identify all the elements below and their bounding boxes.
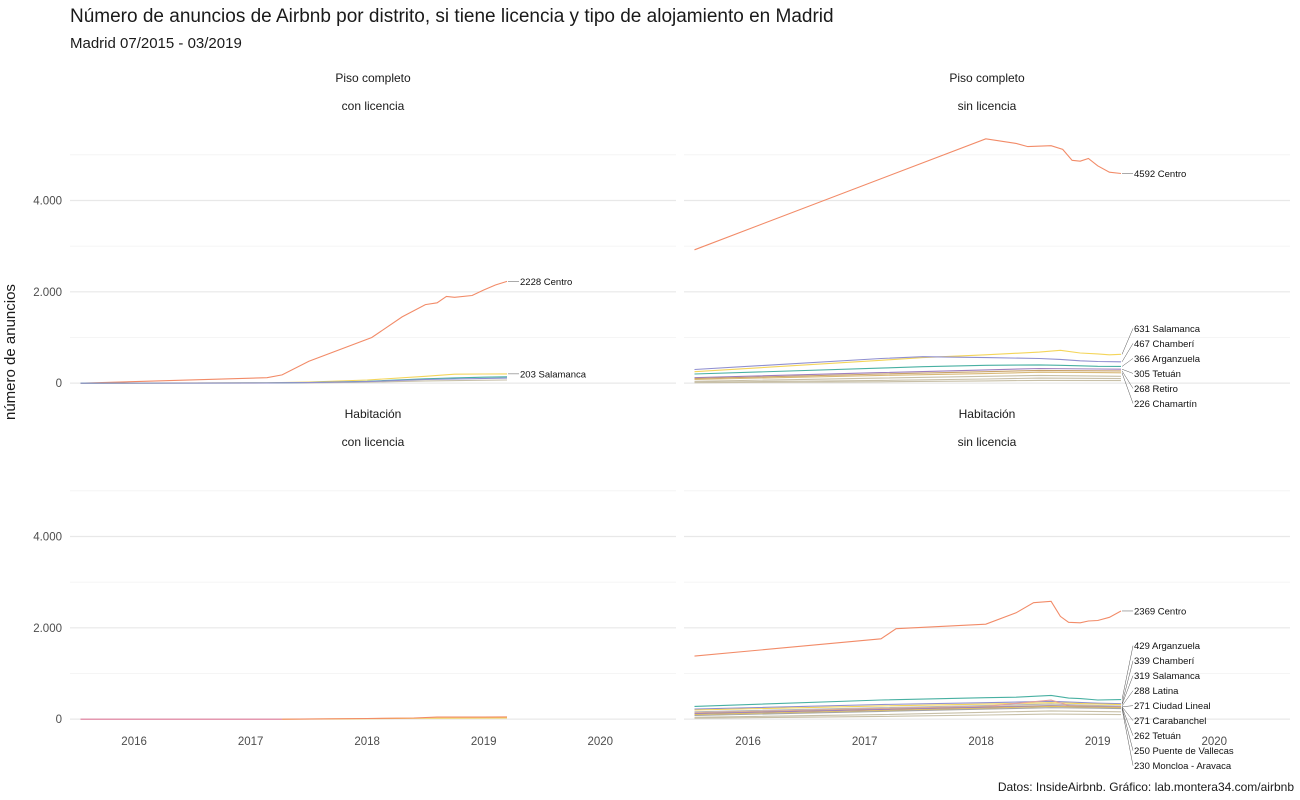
label-connector — [1121, 372, 1134, 404]
x-tick-label: 2018 — [968, 736, 994, 748]
series-line-others — [694, 374, 1122, 382]
series-line-chamberi — [694, 700, 1122, 710]
label-connector — [1121, 707, 1134, 736]
x-tick-label: 2018 — [354, 736, 380, 748]
series-line-chamartin — [694, 371, 1122, 381]
end-label-puente-de-vallecas: 250 Puente de Vallecas — [1134, 746, 1234, 757]
x-tick-label: 2020 — [587, 736, 613, 748]
label-connector — [1121, 343, 1134, 362]
end-label-chamberi: 339 Chamberí — [1134, 656, 1195, 667]
end-label-centro: 4592 Centro — [1134, 169, 1186, 180]
end-label-salamanca: 631 Salamanca — [1134, 324, 1201, 335]
label-connector — [1121, 707, 1134, 751]
label-connector — [1121, 675, 1134, 705]
label-connector — [1121, 328, 1134, 355]
series-line-chamberi — [694, 356, 1122, 371]
series-line-salamanca — [694, 349, 1122, 373]
panel-strip-label: sin licencia — [958, 99, 1017, 113]
series-line-arganzuela — [694, 364, 1122, 375]
y-tick-label: 0 — [56, 378, 62, 390]
x-tick-label: 2019 — [1085, 736, 1111, 748]
end-label-carabanchel: 271 Carabanchel — [1134, 716, 1206, 727]
panel-2: Piso completo sin licencia 4592 Centro 631 … — [684, 71, 1290, 410]
label-connector — [1121, 358, 1134, 367]
series-line-moncloa-aravaca — [694, 707, 1122, 717]
panel-strip-label: Piso completo — [949, 71, 1025, 85]
label-connector — [1121, 370, 1134, 389]
panel-strip-label: Habitación — [959, 407, 1016, 421]
panel-strip-label: Habitación — [345, 407, 402, 421]
series-line-others — [694, 713, 1122, 719]
chart-subtitle: Madrid 07/2015 - 03/2019 — [70, 35, 242, 52]
series-line-centro — [80, 280, 508, 384]
label-connector — [1121, 660, 1134, 704]
panel-1: Piso completo con licencia 0 2.000 4.000 2228… — [33, 71, 676, 390]
series-line-chamberi — [80, 377, 508, 384]
series-line-others — [694, 379, 1122, 384]
y-tick-label: 2.000 — [33, 623, 62, 635]
x-tick-label: 2016 — [121, 736, 147, 748]
label-connector — [1121, 368, 1134, 374]
y-tick-label: 4.000 — [33, 531, 62, 543]
label-connector — [1121, 708, 1134, 766]
y-tick-label: 2.000 — [33, 287, 62, 299]
series-line-arganzuela — [694, 694, 1122, 707]
end-label-tetuan: 305 Tetuán — [1134, 369, 1181, 380]
end-label-arganzuela: 429 Arganzuela — [1134, 641, 1201, 652]
panel-4: Habitación sin licencia 2016 2017 2018 2019 20… — [684, 407, 1290, 772]
series-line-latina — [694, 703, 1122, 713]
panel-strip-label: Piso completo — [335, 71, 411, 85]
end-label-latina: 288 Latina — [1134, 686, 1179, 697]
series-line-centro — [694, 138, 1122, 251]
series-line-others — [694, 710, 1122, 718]
label-connector — [1121, 705, 1134, 708]
panel-3: Habitación con licencia 0 2.000 4.000 2016 201… — [33, 407, 676, 748]
x-tick-label: 2019 — [471, 736, 497, 748]
series-line-centro — [282, 716, 508, 720]
end-label-chamartin: 226 Chamartín — [1134, 399, 1197, 410]
x-tick-label: 2017 — [238, 736, 264, 748]
end-label-centro: 2369 Centro — [1134, 606, 1186, 617]
label-connector — [1121, 690, 1134, 707]
end-label-centro: 2228 Centro — [520, 277, 572, 288]
series-line-tetuan — [694, 367, 1122, 379]
x-tick-label: 2017 — [852, 736, 878, 748]
chart-title: Número de anuncios de Airbnb por distrit… — [70, 6, 834, 27]
end-label-salamanca: 319 Salamanca — [1134, 671, 1201, 682]
series-line-centro — [694, 600, 1122, 657]
end-label-chamberi: 467 Chamberí — [1134, 339, 1195, 350]
chart-caption: Datos: InsideAirbnb. Gráfico: lab.monter… — [997, 780, 1294, 794]
panel-strip-label: con licencia — [342, 435, 405, 449]
x-tick-label: 2020 — [1201, 736, 1227, 748]
y-tick-label: 0 — [56, 714, 62, 726]
series-line-others — [694, 377, 1122, 383]
label-connector — [1121, 706, 1134, 721]
end-label-tetuan: 262 Tetuán — [1134, 731, 1181, 742]
end-label-retiro: 268 Retiro — [1134, 384, 1178, 395]
end-label-arganzuela: 366 Arganzuela — [1134, 354, 1201, 365]
label-connector — [1121, 645, 1134, 700]
end-label-moncloa-aravaca: 230 Moncloa - Aravaca — [1134, 761, 1232, 772]
end-label-ciudad-lineal: 271 Ciudad Lineal — [1134, 701, 1211, 712]
end-label-salamanca: 203 Salamanca — [520, 369, 587, 380]
panel-strip-label: con licencia — [342, 99, 405, 113]
series-line-retiro — [694, 369, 1122, 380]
panel-strip-label: sin licencia — [958, 435, 1017, 449]
x-tick-label: 2016 — [735, 736, 761, 748]
y-tick-label: 4.000 — [33, 195, 62, 207]
series-line-puente-de-vallecas — [694, 705, 1122, 716]
